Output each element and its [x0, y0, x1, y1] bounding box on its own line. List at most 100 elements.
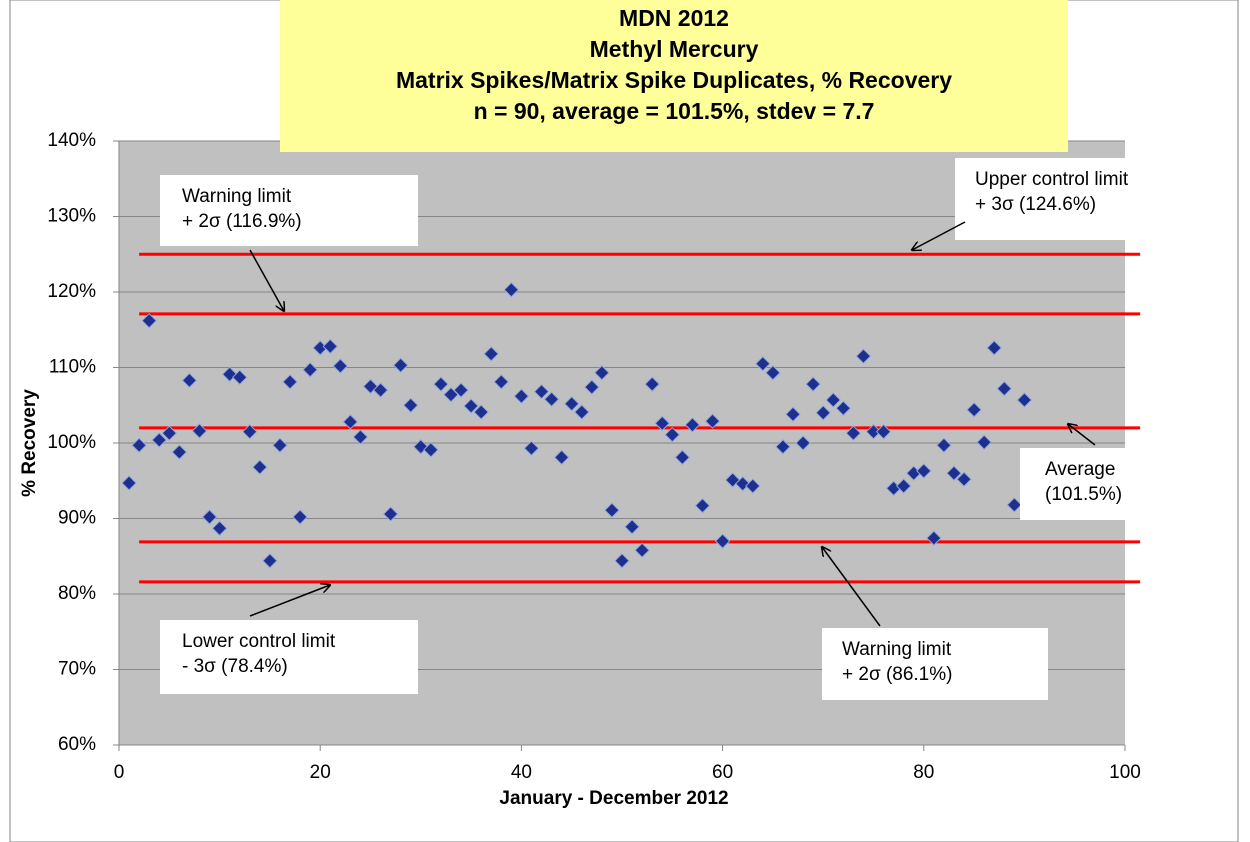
- annotation-text: Warning limit: [182, 186, 292, 207]
- point: [714, 533, 731, 549]
- point: [1016, 392, 1033, 408]
- point: [805, 376, 821, 392]
- annotation-arrow: [822, 547, 881, 627]
- point: [654, 415, 670, 432]
- x-tick-label: 60: [712, 762, 733, 783]
- point: [936, 437, 952, 453]
- y-tick-label: 130%: [47, 206, 96, 227]
- title-box: [280, 0, 1068, 152]
- chart-title: MDN 2012: [619, 5, 729, 31]
- y-tick-label: 90%: [58, 508, 96, 529]
- x-tick-label: 100: [1109, 762, 1141, 783]
- point: [775, 439, 791, 455]
- point: [614, 553, 630, 569]
- point: [262, 553, 278, 569]
- point: [242, 423, 258, 440]
- point: [453, 382, 469, 398]
- point: [684, 417, 701, 433]
- point: [815, 405, 831, 421]
- point: [704, 413, 721, 429]
- point: [956, 471, 972, 487]
- x-tick-label: 20: [310, 762, 331, 783]
- point: [302, 362, 318, 378]
- point: [624, 519, 640, 535]
- point: [433, 376, 449, 392]
- point: [855, 348, 872, 364]
- point: [584, 379, 600, 395]
- point: [131, 437, 147, 453]
- point: [966, 402, 982, 418]
- y-tick-label: 100%: [47, 432, 96, 453]
- annotation-text: + 2σ (116.9%): [182, 211, 302, 232]
- point: [875, 423, 892, 440]
- point: [252, 459, 268, 475]
- point: [916, 463, 932, 479]
- x-tick-label: 0: [114, 762, 125, 783]
- x-tick-label: 80: [913, 762, 934, 783]
- y-tick-label: 80%: [58, 583, 96, 604]
- y-tick-label: 140%: [47, 130, 96, 151]
- y-tick-label: 70%: [58, 659, 96, 680]
- point: [141, 312, 157, 329]
- point: [845, 425, 862, 441]
- point: [543, 391, 560, 407]
- point: [473, 404, 489, 420]
- annotation-text: Upper control limit: [975, 169, 1129, 190]
- point: [523, 440, 540, 456]
- y-axis-label: % Recovery: [19, 389, 40, 497]
- point: [664, 426, 681, 443]
- point: [483, 346, 499, 362]
- chart-title: Methyl Mercury: [590, 36, 759, 62]
- annotation-text: + 3σ (124.6%): [975, 194, 1096, 215]
- point: [463, 398, 479, 414]
- point: [926, 530, 942, 546]
- y-tick-label: 120%: [47, 281, 96, 302]
- point: [533, 383, 550, 400]
- point: [493, 374, 509, 390]
- annotation-text: Warning limit: [842, 639, 952, 660]
- annotation-arrow: [249, 585, 330, 617]
- point: [292, 509, 308, 525]
- point: [694, 497, 711, 514]
- y-tick-label: 60%: [58, 734, 96, 755]
- point: [372, 382, 389, 398]
- point: [594, 365, 610, 381]
- point: [392, 357, 409, 373]
- point: [121, 475, 137, 491]
- annotation-text: Average: [1045, 459, 1115, 480]
- point: [161, 425, 178, 441]
- point: [1006, 497, 1023, 513]
- point: [211, 520, 228, 537]
- point: [553, 449, 570, 466]
- chart-title: Matrix Spikes/Matrix Spike Duplicates, %…: [396, 67, 952, 93]
- point: [352, 429, 369, 445]
- point: [946, 465, 962, 481]
- annotation-box: [955, 158, 1181, 240]
- x-axis-label: January - December 2012: [499, 788, 728, 809]
- point: [865, 423, 882, 440]
- point: [825, 392, 841, 408]
- annotation-box: [822, 628, 1048, 700]
- point: [423, 442, 439, 458]
- point: [986, 340, 1002, 356]
- chart-title: n = 90, average = 101.5%, stdev = 7.7: [474, 98, 875, 124]
- annotation-text: (101.5%): [1045, 484, 1122, 505]
- point: [282, 374, 298, 390]
- annotation-arrow: [1068, 424, 1096, 446]
- point: [644, 376, 660, 392]
- point: [574, 404, 590, 420]
- point: [232, 369, 248, 386]
- point: [151, 432, 167, 448]
- point: [976, 434, 992, 450]
- annotation-box: [1020, 448, 1140, 520]
- point: [745, 478, 761, 494]
- point: [503, 282, 520, 298]
- point: [735, 476, 751, 492]
- annotation-arrow: [249, 249, 284, 311]
- point: [181, 372, 198, 389]
- point: [895, 478, 912, 494]
- point: [322, 338, 338, 355]
- point: [563, 396, 580, 412]
- annotation-text: - 3σ (78.4%): [182, 656, 288, 677]
